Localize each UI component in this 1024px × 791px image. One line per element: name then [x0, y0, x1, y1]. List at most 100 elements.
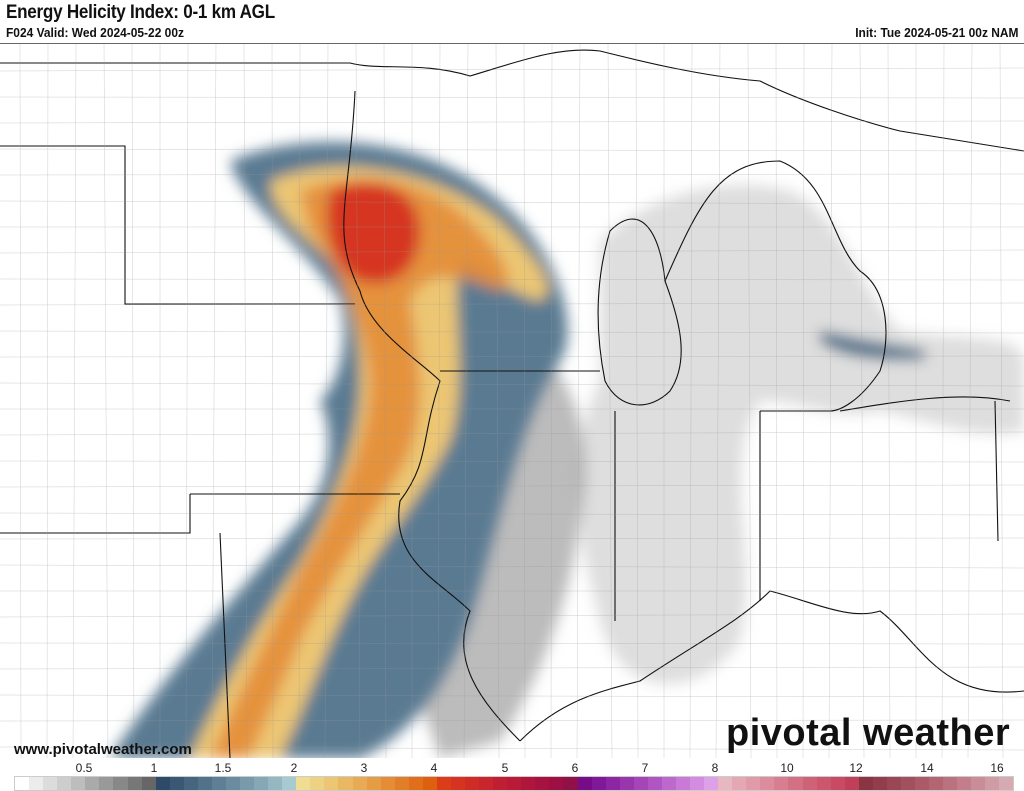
county-line: [523, 44, 526, 758]
colorbar-cell: [296, 777, 311, 790]
county-line: [131, 44, 135, 758]
colorbar-cell: [900, 777, 915, 790]
website-url: www.pivotalweather.com: [14, 741, 192, 758]
colorbar-cell: [338, 777, 353, 790]
county-line: [0, 537, 1024, 540]
colorbar-cell: [113, 777, 128, 790]
colorbar-label: 3: [360, 761, 368, 775]
county-line: [0, 484, 1024, 488]
county-line: [0, 120, 1024, 124]
county-line: [0, 694, 1024, 698]
red-core: [326, 182, 420, 284]
ehi-shading: [110, 141, 1024, 758]
county-line: [941, 44, 945, 758]
colorbar-cell: [141, 777, 156, 790]
county-line: [0, 278, 1024, 281]
valid-time: F024 Valid: Wed 2024-05-22 00z: [6, 25, 184, 40]
colorbar-cell: [858, 777, 873, 790]
colorbar-cell: [408, 777, 423, 790]
county-line: [0, 613, 1024, 618]
colorbar-cell: [324, 777, 339, 790]
county-line: [887, 44, 891, 758]
county-line: [0, 67, 1024, 72]
county-line: [689, 44, 693, 758]
colorbar-cell: [802, 777, 817, 790]
county-line: [0, 355, 1024, 358]
colorbar-cell: [872, 777, 887, 790]
county-line: [271, 44, 274, 758]
county-line: [72, 44, 77, 758]
colorbar-cell: [57, 777, 72, 790]
colorbar-label: 6: [571, 761, 579, 775]
county-line: [0, 746, 1024, 751]
indiana-border: [614, 411, 761, 621]
county-grid: [0, 44, 1024, 758]
minnesota-iowa-border: [0, 145, 355, 305]
colorbar-cell: [577, 777, 592, 790]
colorbar-cell: [71, 777, 86, 790]
colorbar-label: 14: [920, 761, 934, 775]
county-line: [243, 44, 248, 758]
county-line: [355, 44, 361, 758]
colorbar-cell: [394, 777, 409, 790]
county-line: [967, 44, 973, 758]
county-line: [0, 666, 1024, 670]
county-line: [0, 330, 1024, 334]
colorbar-cell: [929, 777, 944, 790]
county-line: [715, 44, 721, 758]
kansas-border: [0, 494, 231, 758]
orange-band: [210, 178, 509, 758]
colorbar-cell: [943, 777, 958, 790]
colorbar-cell: [718, 777, 733, 790]
colorbar-label: 1.5: [214, 761, 232, 775]
lake-michigan: [597, 218, 682, 406]
county-line: [775, 44, 778, 758]
county-line: [0, 382, 1024, 387]
county-line: [635, 44, 639, 758]
colorbar-cell: [647, 777, 662, 790]
county-line: [0, 564, 1024, 569]
colorbar-cell: [704, 777, 719, 790]
colorbar-cell: [366, 777, 381, 790]
colorbar-cell: [183, 777, 198, 790]
colorbar-cell: [971, 777, 986, 790]
colorbar-cell: [732, 777, 747, 790]
colorbar-cell: [29, 777, 44, 790]
colorbar-cell: [310, 777, 325, 790]
colorbar-cell: [380, 777, 395, 790]
colorbar-cell: [169, 777, 184, 790]
colorbar-cell: [760, 777, 775, 790]
colorbar-cell: [563, 777, 578, 790]
colorbar-cell: [43, 777, 58, 790]
county-line: [0, 173, 1024, 176]
colorbar-cell: [661, 777, 676, 790]
colorbar-cell: [816, 777, 831, 790]
colorbar-cell: [507, 777, 522, 790]
colorbar-label: 4: [430, 761, 438, 775]
mississippi-river: [343, 90, 521, 742]
county-line: [999, 44, 1004, 758]
colorbar-cell: [268, 777, 283, 790]
county-line: [0, 460, 1024, 463]
lake-blue: [820, 331, 925, 360]
county-line: [0, 431, 1024, 436]
colorbar-label: 0.5: [75, 761, 93, 775]
colorbar-cell: [886, 777, 901, 790]
colorbar-cell: [493, 777, 508, 790]
colorbar-cell: [746, 777, 761, 790]
county-line: [0, 512, 1024, 516]
county-line: [211, 44, 217, 758]
colorbar-cell: [422, 777, 437, 790]
colorbar-cell: [240, 777, 255, 790]
county-line: [0, 148, 1024, 152]
colorbar-cell: [535, 777, 550, 790]
colorbar-cell: [465, 777, 480, 790]
colorbar-cell: [99, 777, 114, 790]
county-line: [0, 96, 1024, 99]
county-line: [298, 44, 301, 758]
colorbar-cell: [352, 777, 367, 790]
county-line: [383, 44, 387, 758]
canada-border: [0, 49, 1024, 152]
colorbar-cell: [282, 777, 297, 790]
colorbar-label: 16: [990, 761, 1004, 775]
